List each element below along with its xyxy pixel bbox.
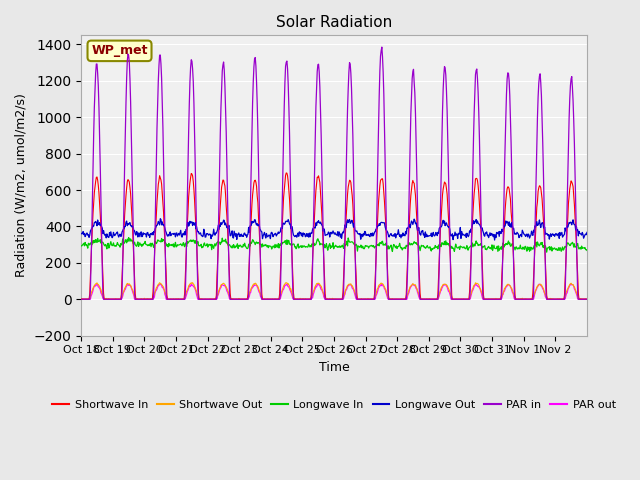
Y-axis label: Radiation (W/m2, umol/m2/s): Radiation (W/m2, umol/m2/s) — [15, 94, 28, 277]
Legend: Shortwave In, Shortwave Out, Longwave In, Longwave Out, PAR in, PAR out: Shortwave In, Shortwave Out, Longwave In… — [48, 395, 620, 414]
Title: Solar Radiation: Solar Radiation — [276, 15, 392, 30]
Text: WP_met: WP_met — [92, 44, 148, 57]
X-axis label: Time: Time — [319, 361, 349, 374]
